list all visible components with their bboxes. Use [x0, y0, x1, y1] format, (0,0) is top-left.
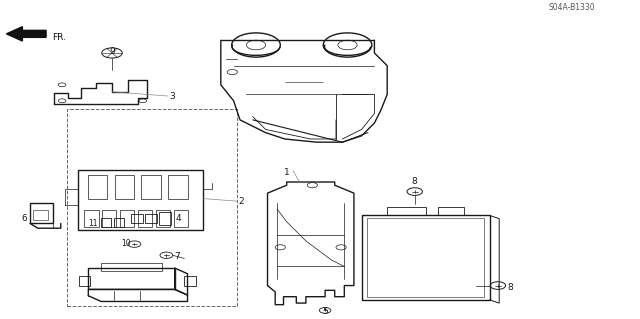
- Bar: [387, 207, 426, 215]
- Bar: [84, 210, 99, 227]
- Text: 7: 7: [174, 252, 180, 261]
- Bar: [156, 210, 170, 227]
- Bar: [120, 210, 134, 227]
- Bar: [131, 214, 143, 223]
- Text: FR.: FR.: [52, 33, 67, 41]
- Bar: [114, 218, 124, 226]
- Text: 2: 2: [239, 197, 244, 206]
- Text: S04A-B1330: S04A-B1330: [548, 3, 595, 11]
- Bar: [174, 210, 188, 227]
- Bar: [88, 268, 175, 289]
- Bar: [362, 215, 490, 300]
- Text: 3: 3: [169, 92, 175, 101]
- Bar: [67, 109, 237, 306]
- Bar: [30, 203, 53, 223]
- Text: 9: 9: [109, 47, 115, 56]
- Bar: [78, 170, 203, 230]
- Text: 6: 6: [21, 214, 27, 223]
- Bar: [138, 210, 152, 227]
- Text: 10: 10: [122, 239, 131, 248]
- Text: 11: 11: [88, 219, 98, 228]
- Bar: [159, 212, 171, 225]
- Text: 5: 5: [323, 308, 328, 316]
- Bar: [79, 276, 90, 286]
- Bar: [33, 210, 48, 220]
- Bar: [88, 175, 107, 198]
- FancyArrow shape: [6, 27, 46, 41]
- Bar: [101, 263, 162, 271]
- Bar: [145, 214, 157, 223]
- Bar: [102, 210, 116, 227]
- Bar: [141, 175, 161, 198]
- Bar: [367, 218, 484, 297]
- Text: 1: 1: [284, 168, 289, 177]
- Text: 4: 4: [176, 214, 182, 223]
- Bar: [438, 207, 464, 215]
- Bar: [184, 276, 196, 286]
- Text: 8: 8: [507, 283, 513, 292]
- Bar: [168, 175, 188, 198]
- Bar: [115, 175, 134, 198]
- Text: 8: 8: [412, 177, 417, 186]
- Bar: [101, 218, 111, 226]
